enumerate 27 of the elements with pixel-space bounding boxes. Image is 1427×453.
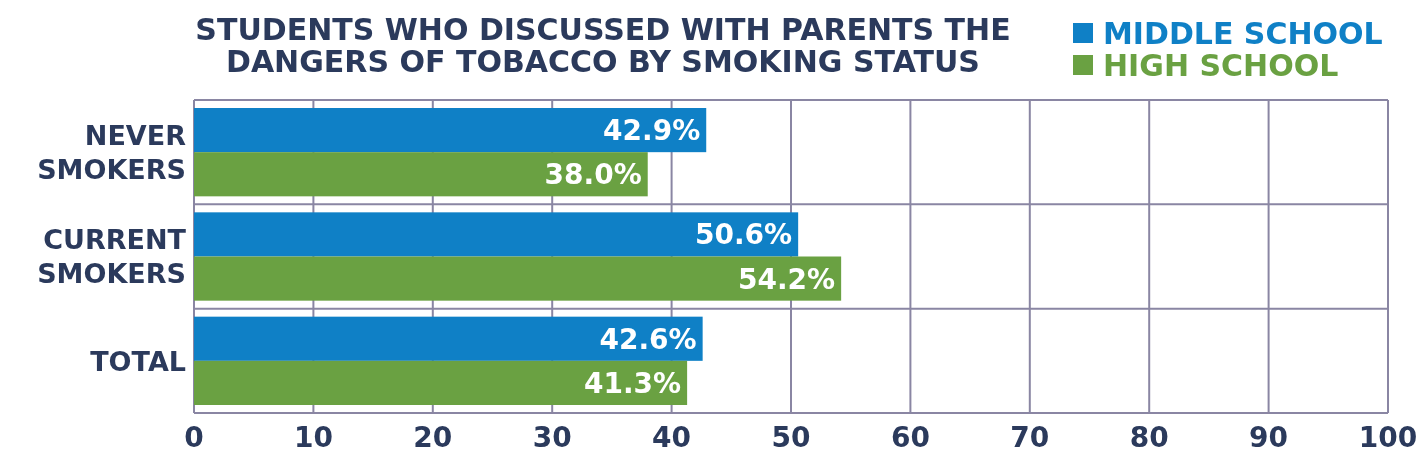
x-tick-label: 30	[532, 421, 572, 453]
x-tick-label: 20	[413, 421, 453, 453]
x-tick-label: 0	[184, 421, 204, 453]
chart-title: STUDENTS WHO DISCUSSED WITH PARENTS THE DANGERS OF TOBACCO BY SMOKING STATUS	[195, 12, 1011, 79]
x-tick-label: 40	[652, 421, 692, 453]
data-label: 42.6%	[599, 322, 697, 356]
bar	[194, 108, 707, 153]
bar	[194, 360, 688, 405]
x-tick-label: 60	[890, 421, 930, 453]
bar	[194, 316, 703, 361]
bar	[194, 256, 842, 301]
bar	[194, 212, 799, 257]
data-label: 38.0%	[544, 158, 642, 192]
x-tick-label: 10	[293, 421, 333, 453]
data-label: 42.9%	[603, 114, 701, 148]
x-tick-label: 70	[1010, 421, 1050, 453]
y-tick-label: NEVER SMOKERS	[37, 119, 187, 185]
y-tick-label: TOTAL	[90, 345, 186, 377]
x-tick-label: 100	[1358, 421, 1418, 453]
x-tick-label: 80	[1129, 421, 1169, 453]
data-label: 50.6%	[695, 218, 793, 252]
data-label: 54.2%	[738, 262, 836, 296]
x-tick-label: 50	[771, 421, 811, 453]
bar	[194, 152, 648, 197]
data-label: 41.3%	[583, 367, 682, 400]
x-tick-label: 90	[1249, 421, 1289, 453]
y-tick-label: CURRENT SMOKERS	[37, 224, 187, 290]
